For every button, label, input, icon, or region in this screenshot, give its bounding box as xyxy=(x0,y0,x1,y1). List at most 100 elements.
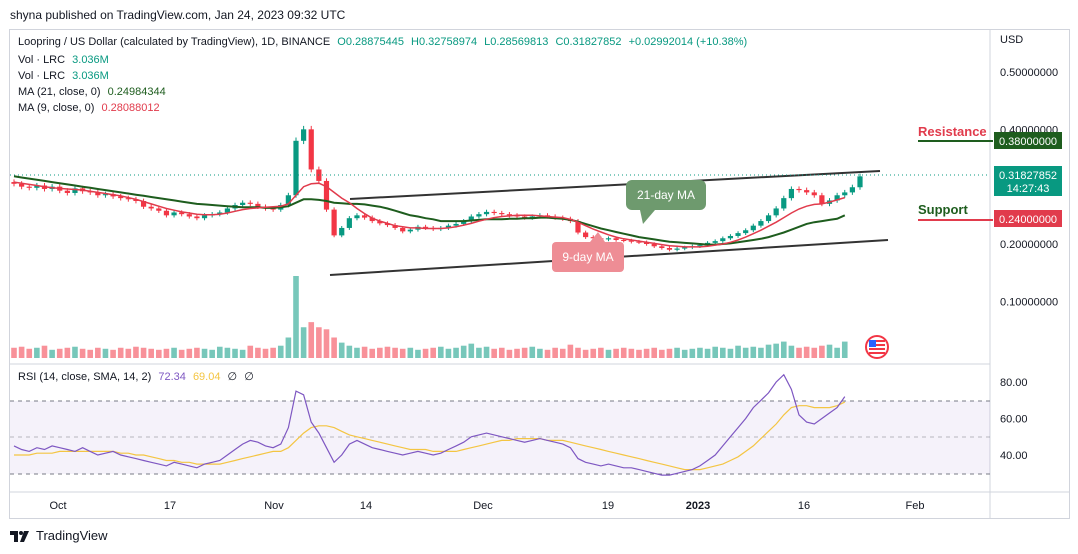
candle-body xyxy=(148,206,154,209)
volume-bar xyxy=(620,347,627,358)
brand-name: TradingView xyxy=(36,528,108,543)
rsi-label[interactable]: RSI (14, close, SMA, 14, 2) xyxy=(18,371,152,383)
volume-bar xyxy=(399,348,406,358)
volume-bar xyxy=(819,345,825,358)
ohlc-open: O0.28875445 xyxy=(337,36,404,48)
volume-bar xyxy=(72,346,78,358)
candle-body xyxy=(323,180,330,210)
volume-bar xyxy=(651,347,658,358)
volume-bar xyxy=(148,348,154,358)
rsi-sma-value: 69.04 xyxy=(192,371,221,383)
volume-bar xyxy=(125,348,132,358)
time-tick-label: Dec xyxy=(473,500,493,512)
candle-body xyxy=(735,233,741,236)
vol2-label[interactable]: Vol · LRC xyxy=(18,70,66,82)
candle-body xyxy=(651,244,657,247)
candle-body xyxy=(19,183,25,187)
volume-bar xyxy=(110,349,116,358)
volume-bar xyxy=(156,349,162,358)
candle-body xyxy=(659,246,665,249)
vol2-value: 3.036M xyxy=(72,70,109,82)
volume-bar xyxy=(270,347,276,358)
time-tick-label: 16 xyxy=(798,500,810,512)
volume-bar xyxy=(811,347,818,358)
legend-ma9: MA (9, close, 0) 0.28088012 xyxy=(18,102,164,114)
volume-bar xyxy=(163,348,170,358)
volume-bar xyxy=(34,347,40,358)
support-label: Support xyxy=(918,202,968,217)
volume-bar xyxy=(18,346,25,358)
volume-bar xyxy=(704,348,711,358)
volume-bar xyxy=(491,348,497,358)
candle-body xyxy=(781,198,787,209)
candle-body xyxy=(369,217,375,222)
candle-body xyxy=(247,202,253,204)
candle-body xyxy=(522,216,528,218)
candle-body xyxy=(72,188,78,193)
volume-bar xyxy=(445,348,452,358)
time-tick-label: Nov xyxy=(264,500,284,512)
ma21-label[interactable]: MA (21, close, 0) xyxy=(18,86,101,98)
volume-bar xyxy=(521,347,528,358)
volume-bar xyxy=(102,348,109,358)
candle-body xyxy=(849,187,855,193)
ma9-label[interactable]: MA (9, close, 0) xyxy=(18,102,95,114)
vol1-label[interactable]: Vol · LRC xyxy=(18,54,66,66)
candle-body xyxy=(240,202,246,206)
volume-bar xyxy=(209,349,215,358)
candle-body xyxy=(102,194,109,196)
volume-bar xyxy=(262,348,269,358)
volume-bar xyxy=(476,347,482,358)
ohlc-high: H0.32758974 xyxy=(411,36,478,48)
ma9-value: 0.28088012 xyxy=(101,102,160,114)
candle-body xyxy=(804,190,810,193)
candle-body xyxy=(384,223,391,226)
volume-bar xyxy=(636,349,642,358)
rsi-extra1: ∅ xyxy=(227,371,238,383)
vol1-value: 3.036M xyxy=(72,54,109,66)
upper-trendline[interactable] xyxy=(349,170,881,200)
volume-bar xyxy=(841,341,848,358)
ma21-line xyxy=(13,175,846,246)
ohlc-close: C0.31827852 xyxy=(555,36,622,48)
candle-body xyxy=(217,212,223,215)
volume-bar xyxy=(796,347,802,358)
volume-bar xyxy=(377,347,383,358)
candle-body xyxy=(758,221,764,226)
us-flag-icon[interactable] xyxy=(865,335,889,359)
candle-body xyxy=(26,186,32,188)
candle-body xyxy=(354,215,360,219)
volume-bar xyxy=(765,344,772,358)
volume-bar xyxy=(559,348,566,358)
ma9-callout-text: 9-day MA xyxy=(562,250,613,264)
candle-body xyxy=(224,208,231,213)
volume-bar xyxy=(582,349,589,358)
volume-bar xyxy=(567,344,574,358)
symbol-title[interactable]: Loopring / US Dollar (calculated by Trad… xyxy=(18,36,331,48)
candle-body xyxy=(613,238,619,240)
candle-body xyxy=(628,240,634,242)
volume-bar xyxy=(308,322,315,358)
volume-bar xyxy=(323,329,330,358)
volume-bar xyxy=(79,348,86,358)
candle-body xyxy=(11,182,17,184)
volume-bar xyxy=(247,345,254,358)
candle-body xyxy=(125,198,131,200)
volume-bar xyxy=(750,346,757,358)
volume-bar xyxy=(369,348,376,358)
candle-body xyxy=(506,214,513,216)
candle-body xyxy=(400,227,406,232)
time-tick-label: Feb xyxy=(906,500,925,512)
price-tick-label: 0.20000000 xyxy=(1000,239,1058,251)
candle-body xyxy=(64,190,70,193)
volume-bar xyxy=(407,347,414,358)
candle-body xyxy=(857,176,863,188)
volume-bar xyxy=(834,347,840,358)
candle-body xyxy=(95,192,101,196)
candle-body xyxy=(445,225,452,228)
candle-body xyxy=(407,229,413,232)
footer-brand[interactable]: TradingView xyxy=(10,528,108,543)
volume-bar xyxy=(361,346,368,358)
time-tick-label: 14 xyxy=(360,500,372,512)
